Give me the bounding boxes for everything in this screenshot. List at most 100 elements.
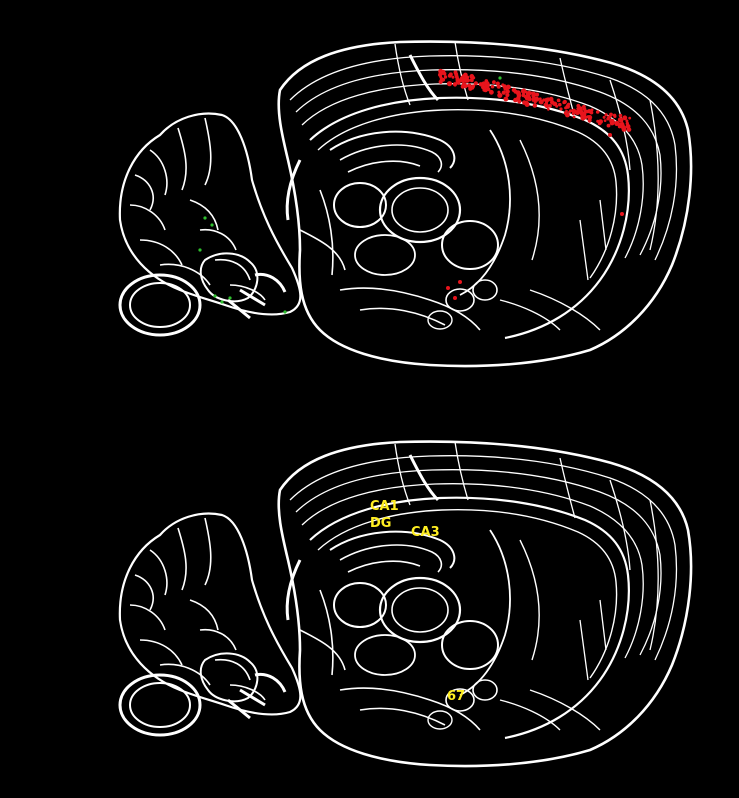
red-cell [473,81,478,86]
red-cell [466,78,470,83]
label-region-67: 67 [447,689,465,704]
red-cell [555,104,559,108]
red-cell [538,99,544,105]
green-cell [283,310,287,314]
red-cell [565,109,568,113]
red-cell [531,93,536,99]
red-cell [513,97,518,103]
red-cell [521,93,526,98]
red-cell [532,103,537,108]
red-cell [562,100,566,105]
red-cell [606,123,611,128]
red-cell [516,91,521,97]
red-cell [492,80,496,85]
red-cell [556,98,561,103]
red-cell [576,107,580,111]
red-cell [565,104,570,109]
red-cell [483,87,488,93]
red-cell [527,96,532,102]
red-cell [582,115,588,120]
red-cell [607,115,611,119]
red-cell [469,78,474,83]
red-cell [609,112,613,117]
red-cell [446,286,450,290]
green-cell [213,294,217,298]
red-cell [548,104,552,108]
green-cell [498,76,502,80]
red-cell [438,79,443,84]
red-cell [446,81,453,87]
red-cell [626,127,632,132]
red-cell [505,92,510,98]
annotated-atlas-panel: CA1 DG CA3 67 [118,440,693,768]
red-cell [588,119,592,123]
red-cell [489,89,494,95]
red-cell [587,115,593,120]
red-cell [453,83,457,87]
red-cell [443,75,448,79]
green-cell [228,296,232,300]
red-cell [456,81,461,85]
red-cell [603,119,607,122]
brain-outline-top [118,40,693,368]
red-cell [544,103,550,109]
red-cell [554,102,558,106]
red-cell [438,68,444,74]
red-cell [618,113,623,118]
red-cell [602,115,606,119]
red-cell [522,100,527,105]
red-cell [617,117,623,123]
red-cell [497,92,503,98]
red-cell [472,76,476,80]
red-cell [583,109,587,113]
green-cell-signal [198,76,502,314]
red-cell [617,124,622,129]
red-cell [448,72,453,77]
red-cell [598,119,603,124]
red-cell [534,92,540,97]
red-cell [595,110,600,114]
red-cell [490,84,495,89]
red-cell [534,96,540,102]
red-cell [505,89,510,94]
red-cell [625,119,629,123]
green-cell [220,300,224,304]
red-cell [571,108,577,114]
red-cell [481,85,486,90]
red-cell [572,115,576,119]
red-cell [467,83,472,88]
green-cell [210,223,214,227]
red-cell [517,99,522,104]
green-cell [203,216,207,220]
red-cell [618,122,622,126]
label-ca3: CA3 [411,525,440,540]
red-cell [608,133,612,137]
red-cell [502,84,507,89]
red-cell [521,88,527,94]
red-cell-signal [438,68,632,300]
red-cell [620,212,624,216]
label-ca1: CA1 [370,499,399,514]
red-cell [496,84,501,89]
red-cell [481,81,486,86]
red-cell [590,108,594,112]
red-cell [501,90,506,95]
red-cell [622,115,628,121]
red-cell [576,103,581,108]
red-cell [484,80,488,85]
red-cell [565,112,570,118]
red-cell [569,109,572,113]
green-cell [198,248,202,252]
red-cell [458,280,462,284]
red-cell [604,113,608,117]
labeled-expression-panel [118,40,693,368]
red-cell [544,97,550,103]
red-cell [538,97,542,101]
red-cell [609,118,614,123]
red-cell [495,81,500,86]
red-cell [558,102,562,107]
red-cell [622,127,626,131]
red-cell [513,89,518,94]
red-cell [503,96,509,102]
